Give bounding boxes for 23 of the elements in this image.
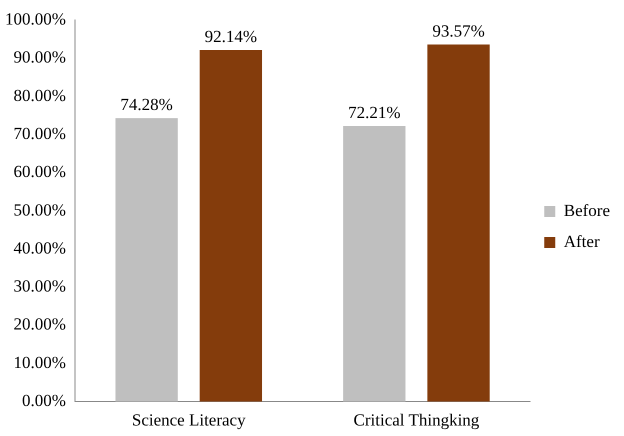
y-tick-label: 100.00% (4, 9, 66, 28)
data-label: 92.14% (204, 26, 258, 46)
legend-label: After (564, 232, 600, 251)
x-tick-label: Critical Thingking (354, 410, 480, 430)
bar (115, 118, 178, 402)
y-tick-label: 70.00% (13, 124, 66, 143)
legend-label: Before (564, 200, 610, 220)
y-tick-label: 80.00% (13, 86, 66, 105)
bar (200, 50, 262, 402)
x-tick-label: Science Literacy (132, 410, 246, 430)
y-tick-label: 0.00% (22, 391, 66, 410)
y-tick-label: 60.00% (13, 162, 66, 182)
bar (343, 126, 406, 402)
bar (427, 44, 490, 402)
y-tick-label: 50.00% (13, 200, 66, 220)
y-tick-label: 20.00% (13, 314, 66, 334)
y-tick-label: 90.00% (13, 48, 66, 67)
y-tick-label: 10.00% (13, 352, 66, 372)
y-tick-label: 30.00% (13, 276, 66, 296)
data-label: 72.21% (348, 103, 401, 122)
data-label: 93.57% (432, 22, 485, 41)
y-tick-label: 40.00% (13, 238, 66, 258)
data-label: 74.28% (120, 95, 173, 114)
